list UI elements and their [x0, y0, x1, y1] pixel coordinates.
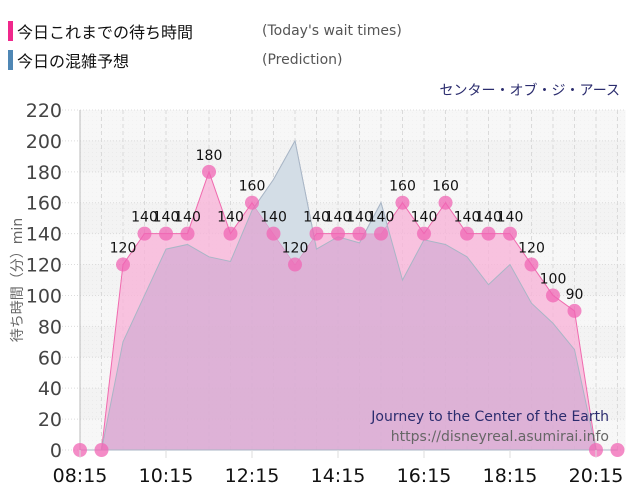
data-point — [503, 226, 517, 241]
legend-item-prediction: 今日の混雑予想 (Prediction) — [8, 49, 342, 71]
data-label: 140 — [153, 210, 180, 226]
data-point — [417, 226, 431, 241]
legend-label-prediction-en: (Prediction) — [262, 52, 343, 68]
data-label: 140 — [454, 210, 481, 226]
legend-label-today-jp: 今日これまでの待ち時間 — [17, 23, 194, 42]
y-tick-label: 160 — [26, 193, 62, 215]
data-label: 140 — [131, 210, 158, 226]
data-label: 140 — [325, 210, 352, 226]
x-tick-label: 10:15 — [139, 465, 194, 487]
data-point — [395, 195, 410, 210]
y-tick-label: 60 — [38, 347, 62, 369]
data-point — [352, 226, 367, 241]
data-label: 140 — [174, 210, 201, 226]
x-tick-label: 18:15 — [483, 465, 538, 487]
data-point — [567, 303, 582, 318]
data-point — [245, 195, 259, 210]
data-point — [481, 226, 496, 241]
x-tick-label: 16:15 — [397, 465, 452, 487]
data-point — [438, 195, 453, 210]
y-tick-label: 140 — [26, 224, 62, 246]
data-point — [180, 226, 195, 241]
legend-item-today: 今日これまでの待ち時間 (Today's wait times) — [8, 20, 402, 42]
data-label: 120 — [518, 241, 545, 257]
data-point — [137, 226, 152, 241]
data-point — [288, 257, 302, 272]
today-data-points — [73, 164, 625, 457]
data-label: 140 — [368, 210, 395, 226]
data-point — [159, 226, 173, 241]
data-label: 160 — [432, 179, 459, 195]
attraction-title: センター・オブ・ジ・アース — [439, 83, 620, 99]
y-tick-label: 100 — [26, 285, 62, 307]
watermark-url: https://disneyreal.asumirai.info — [391, 429, 609, 445]
data-point — [460, 226, 474, 241]
legend-swatch-prediction — [8, 50, 13, 70]
data-label: 140 — [217, 210, 244, 226]
y-axis-label: 待ち時間（分）min — [10, 218, 26, 342]
x-tick-label: 12:15 — [225, 465, 280, 487]
data-label: 140 — [475, 210, 502, 226]
data-label: 140 — [411, 210, 438, 226]
data-label: 90 — [566, 287, 584, 303]
x-tick-label: 14:15 — [311, 465, 366, 487]
y-tick-label: 200 — [26, 131, 62, 153]
y-axis: 0 20 40 60 80 100 120 140 160 180 200 220 — [26, 100, 62, 462]
data-point — [524, 257, 539, 272]
watermark-title: Journey to the Center of the Earth — [370, 409, 609, 425]
data-point — [223, 226, 238, 241]
y-tick-label: 220 — [26, 100, 62, 122]
data-label: 140 — [303, 210, 330, 226]
x-tick-label: 08:15 — [53, 465, 108, 487]
prediction-area — [80, 139, 618, 451]
data-label: 180 — [196, 148, 223, 164]
data-point — [546, 288, 560, 303]
data-point — [610, 443, 625, 457]
legend-label-today-en: (Today's wait times) — [262, 23, 402, 39]
y-tick-label: 40 — [38, 378, 62, 400]
data-point — [309, 226, 324, 241]
data-point — [202, 164, 216, 179]
data-label: 140 — [497, 210, 524, 226]
y-tick-label: 0 — [50, 440, 62, 462]
y-tick-label: 20 — [38, 409, 62, 431]
data-point — [331, 226, 345, 241]
data-point — [266, 226, 281, 241]
data-label: 100 — [540, 271, 567, 287]
legend-label-prediction-jp: 今日の混雑予想 — [17, 52, 130, 71]
x-axis: 08:15 10:15 12:15 14:15 16:15 18:15 20:15 — [53, 450, 624, 487]
data-label: 140 — [346, 210, 373, 226]
data-point — [374, 226, 388, 241]
y-tick-label: 80 — [38, 316, 62, 338]
data-labels: 1201401401401801401601401201401401401401… — [110, 148, 584, 303]
data-label: 120 — [110, 241, 137, 257]
data-label: 160 — [239, 179, 266, 195]
data-point — [94, 443, 109, 457]
y-tick-label: 120 — [26, 255, 62, 277]
data-label: 160 — [389, 179, 416, 195]
legend-swatch-today — [8, 21, 13, 41]
data-label: 120 — [282, 241, 309, 257]
y-tick-label: 180 — [26, 162, 62, 184]
data-label: 140 — [260, 210, 287, 226]
data-point — [116, 257, 130, 272]
x-tick-label: 20:15 — [569, 465, 624, 487]
